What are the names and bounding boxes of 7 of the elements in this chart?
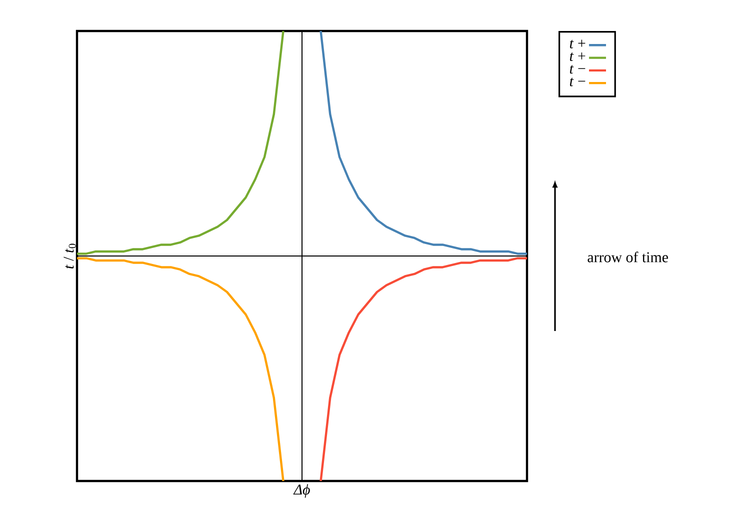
legend-label: t + — [570, 52, 586, 62]
legend-label: t − — [570, 65, 586, 74]
x-axis-title: Δϕ — [293, 484, 310, 498]
text: arrow of time — [588, 252, 668, 262]
y-axis-title: t / t$_{0}$ — [64, 244, 76, 268]
legend-label: t − — [570, 78, 586, 86]
legend-label: t + — [570, 40, 586, 48]
